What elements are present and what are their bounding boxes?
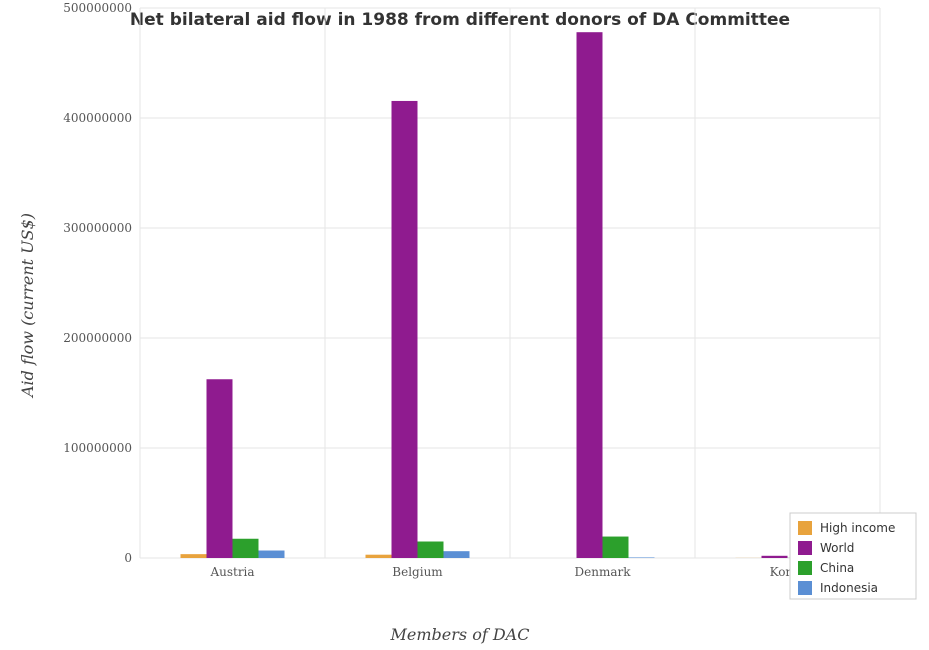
bar-high-income-belgium <box>365 554 392 558</box>
x-tick-label: Belgium <box>392 565 443 579</box>
legend-swatch <box>798 581 812 595</box>
bar-world-korea <box>761 555 788 558</box>
chart-title: Net bilateral aid flow in 1988 from diff… <box>130 10 790 30</box>
legend-entry: World <box>820 541 854 555</box>
bar-world-denmark <box>576 32 603 558</box>
bar-china-belgium <box>417 541 444 558</box>
y-tick-label: 100000000 <box>63 441 132 455</box>
bar-indonesia-belgium <box>443 551 470 558</box>
legend-entry: High income <box>820 521 895 535</box>
legend-swatch <box>798 541 812 555</box>
bars <box>180 32 840 558</box>
legend-entry: China <box>820 561 854 575</box>
x-tick-labels: Austria Belgium Denmark Korea <box>209 565 805 579</box>
bar-world-austria <box>206 379 233 558</box>
x-tick-label: Austria <box>209 565 254 579</box>
y-tick-label: 200000000 <box>63 331 132 345</box>
y-tick-label: 400000000 <box>63 111 132 125</box>
legend-swatch <box>798 561 812 575</box>
x-axis-label: Members of DAC <box>390 625 530 644</box>
bar-china-austria <box>232 538 259 558</box>
gridlines <box>139 7 881 559</box>
bar-indonesia-denmark <box>628 557 655 558</box>
bar-world-belgium <box>391 100 418 558</box>
bar-china-denmark <box>602 536 629 558</box>
x-tick-label: Denmark <box>575 565 632 579</box>
y-tick-label: 300000000 <box>63 221 132 235</box>
y-axis-label: Aid flow (current US$) <box>18 213 37 399</box>
y-tick-label: 0 <box>124 551 132 565</box>
bar-indonesia-austria <box>258 550 285 558</box>
bar-high-income-austria <box>180 554 207 558</box>
legend: High income World China Indonesia <box>789 512 917 600</box>
y-tick-labels: 0 100000000 200000000 300000000 400000000 500… <box>63 1 132 565</box>
legend-swatch <box>798 521 812 535</box>
y-tick-label: 500000000 <box>63 1 132 15</box>
legend-entry: Indonesia <box>820 581 878 595</box>
